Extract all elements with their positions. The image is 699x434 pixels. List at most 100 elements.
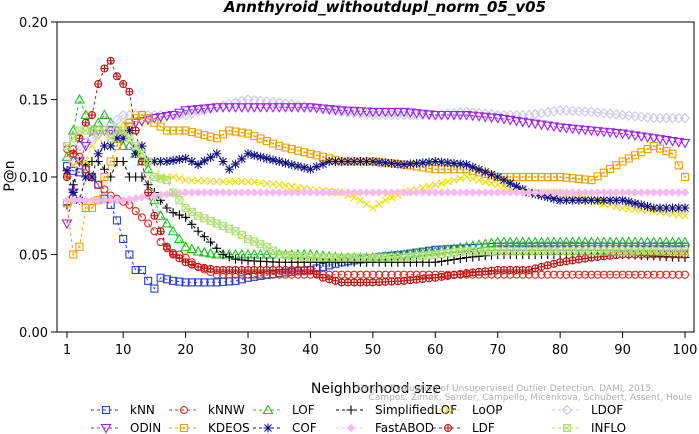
data-point	[610, 236, 622, 247]
data-point-dot	[259, 137, 262, 140]
data-point-cross	[525, 266, 533, 274]
data-point	[318, 188, 328, 197]
data-point	[187, 188, 197, 197]
data-point	[474, 247, 484, 256]
data-point	[524, 172, 533, 182]
data-point	[192, 245, 204, 256]
data-point	[574, 188, 584, 197]
data-point	[168, 208, 178, 218]
data-point	[68, 188, 78, 197]
data-point	[187, 219, 197, 229]
data-point-cross	[444, 424, 452, 432]
data-point	[354, 107, 366, 117]
data-point-dot	[153, 121, 156, 124]
data-point	[243, 129, 253, 138]
data-point	[287, 188, 296, 197]
data-point	[137, 213, 146, 222]
data-point-dot	[183, 427, 185, 429]
data-point	[293, 146, 303, 155]
data-point	[274, 157, 284, 166]
data-point	[604, 128, 616, 138]
data-point	[631, 242, 640, 251]
data-point	[373, 107, 385, 118]
data-point	[286, 99, 298, 110]
data-point-dot	[590, 179, 593, 182]
data-point	[255, 95, 266, 107]
data-point-dot	[296, 149, 299, 152]
data-point	[337, 188, 346, 197]
data-point	[436, 110, 447, 121]
data-point	[593, 247, 602, 256]
data-point-dot	[646, 148, 649, 151]
data-point	[461, 110, 472, 121]
data-point	[149, 157, 159, 166]
data-point	[511, 116, 522, 127]
data-point-cross	[63, 142, 71, 150]
data-point	[317, 104, 329, 115]
data-point	[618, 204, 627, 212]
data-point	[480, 167, 490, 177]
data-point	[143, 180, 153, 190]
data-point-dot	[247, 132, 250, 135]
data-point	[186, 243, 198, 254]
data-point	[393, 159, 403, 169]
data-point	[662, 188, 671, 197]
data-point	[180, 241, 192, 251]
data-point	[443, 188, 452, 197]
data-point	[412, 188, 421, 197]
data-point	[206, 278, 215, 287]
data-point	[668, 210, 677, 218]
data-point-cross	[325, 275, 333, 283]
data-point	[144, 157, 153, 166]
data-point	[673, 137, 685, 148]
data-point	[468, 252, 478, 262]
data-point	[137, 149, 146, 158]
data-point	[424, 188, 434, 197]
data-point	[124, 126, 134, 135]
legend-label: LDOF	[591, 403, 623, 417]
data-point	[517, 117, 529, 128]
data-point	[593, 270, 602, 279]
data-point	[342, 106, 354, 117]
data-point	[181, 188, 190, 197]
data-point	[443, 158, 453, 168]
data-point	[549, 247, 558, 256]
data-point	[268, 188, 278, 197]
data-point	[250, 188, 259, 197]
data-point	[318, 159, 328, 169]
series-line	[66, 59, 685, 283]
data-point	[680, 188, 690, 197]
data-point	[649, 141, 658, 151]
data-point	[598, 107, 610, 119]
data-point	[174, 154, 184, 164]
data-point-dot	[272, 142, 274, 145]
data-point-dot	[677, 164, 680, 167]
data-point	[293, 161, 303, 171]
data-point-cross	[175, 196, 184, 205]
data-point	[456, 188, 465, 197]
data-point	[606, 270, 615, 279]
data-point	[81, 203, 90, 213]
data-point	[561, 195, 571, 205]
data-point	[299, 163, 309, 173]
data-point	[680, 172, 690, 182]
data-point	[486, 237, 497, 248]
data-point-dot	[659, 147, 662, 150]
data-point	[617, 236, 629, 247]
data-point-dot	[284, 146, 287, 149]
data-point	[281, 251, 290, 260]
data-point	[618, 270, 627, 279]
data-point	[667, 136, 678, 147]
data-point-dot	[584, 178, 587, 181]
data-point-dot	[684, 176, 686, 178]
series-kdeos	[62, 110, 690, 259]
data-point	[506, 188, 515, 197]
data-point	[411, 109, 423, 119]
data-point	[361, 107, 373, 118]
data-point	[356, 253, 365, 262]
data-point-dot	[215, 137, 218, 140]
data-point-cross	[63, 173, 71, 181]
data-point-cross	[82, 119, 90, 127]
data-point	[348, 106, 360, 117]
